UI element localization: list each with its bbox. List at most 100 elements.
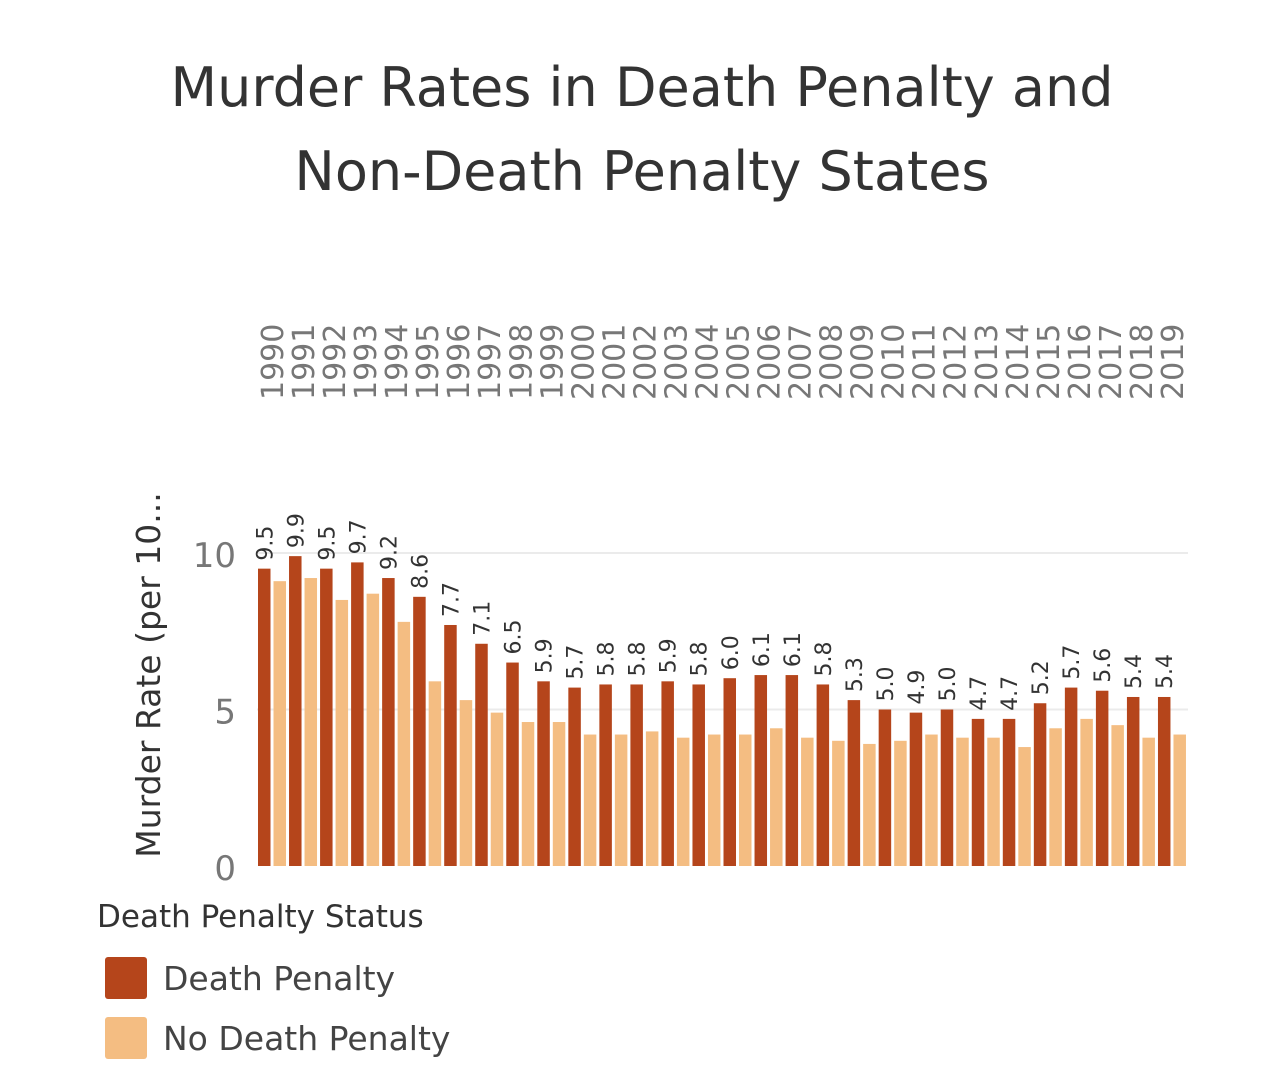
bar-no-death-penalty (583, 734, 597, 866)
chart-title-line-1: Murder Rates in Death Penalty and (170, 56, 1114, 119)
data-label: 5.8 (688, 641, 713, 676)
bar-no-death-penalty (894, 740, 907, 866)
bar-no-death-penalty (925, 734, 938, 866)
bar-no-death-penalty (1142, 737, 1155, 866)
data-label: 5.9 (657, 638, 682, 673)
x-tick-label: 2012 (939, 324, 974, 400)
x-tick-label: 2003 (659, 324, 694, 400)
legend-swatch-death-penalty (105, 957, 147, 999)
legend-swatch-no-death-penalty (105, 1017, 147, 1059)
data-label: 8.6 (408, 554, 433, 589)
x-tick-label: 2019 (1156, 324, 1191, 400)
legend-title: Death Penalty Status (97, 899, 424, 935)
data-label: 6.0 (719, 635, 744, 670)
bar-death-penalty (971, 718, 985, 866)
bar-no-death-penalty (739, 734, 752, 866)
bar-no-death-penalty (397, 621, 411, 866)
bar-death-penalty (1033, 703, 1047, 866)
bar-no-death-penalty (645, 731, 659, 866)
chart-title-line-2: Non-Death Penalty States (294, 140, 990, 203)
bar-death-penalty (754, 675, 768, 866)
bar-no-death-penalty (428, 681, 442, 866)
bar-death-penalty (723, 678, 736, 866)
y-tick-label: 5 (214, 693, 236, 733)
bar-death-penalty (351, 562, 364, 866)
x-tick-label: 2006 (753, 324, 788, 400)
bar-no-death-penalty (1111, 725, 1124, 866)
data-label: 6.1 (750, 632, 775, 667)
bar-no-death-penalty (863, 743, 876, 866)
bar-no-death-penalty (1018, 747, 1031, 866)
data-label: 5.8 (626, 641, 651, 676)
data-label: 5.9 (533, 638, 558, 673)
x-tick-label: 1999 (535, 324, 570, 400)
bar-no-death-penalty (304, 578, 318, 866)
data-label: 9.2 (377, 535, 402, 570)
bar-no-death-penalty (770, 728, 783, 866)
x-tick-label: 1995 (411, 324, 446, 400)
data-label: 5.6 (1091, 648, 1116, 683)
bar-death-penalty (692, 684, 705, 866)
x-tick-label: 2011 (908, 324, 943, 400)
bar-death-penalty (537, 681, 550, 866)
bar-death-penalty (1126, 696, 1140, 866)
bar-no-death-penalty (521, 722, 535, 866)
x-tick-label: 2017 (1094, 324, 1129, 400)
bar-death-penalty (1064, 687, 1078, 866)
bar-no-death-penalty (366, 593, 380, 866)
data-label: 7.7 (439, 582, 464, 617)
bar-no-death-penalty (459, 700, 473, 866)
bar-death-penalty (444, 624, 457, 866)
bar-no-death-penalty (801, 737, 814, 866)
data-label: 4.7 (998, 676, 1023, 711)
bar-death-penalty (413, 596, 426, 866)
data-label: 9.9 (284, 513, 309, 548)
x-tick-label: 1997 (473, 324, 508, 400)
bar-no-death-penalty (335, 599, 349, 866)
x-tick-label: 2007 (784, 324, 819, 400)
data-label: 5.7 (1060, 645, 1085, 680)
x-tick-label: 2015 (1032, 324, 1067, 400)
data-label: 5.8 (595, 641, 620, 676)
x-tick-label: 2018 (1125, 324, 1160, 400)
bar-death-penalty (320, 568, 333, 866)
bar-no-death-penalty (987, 737, 1000, 866)
x-tick-label: 2016 (1063, 324, 1098, 400)
data-label: 5.2 (1029, 660, 1054, 695)
data-label: 6.5 (502, 620, 527, 655)
bar-death-penalty (909, 712, 923, 866)
chart-title: Murder Rates in Death Penalty and Non-De… (0, 46, 1284, 214)
bar-death-penalty (816, 684, 830, 866)
data-label: 4.9 (905, 670, 930, 705)
y-axis-label: Murder Rate (per 10... (129, 492, 168, 857)
bar-death-penalty (878, 709, 892, 866)
x-tick-label: 1990 (256, 324, 291, 400)
bar-death-penalty (1002, 718, 1016, 866)
legend-label-no-death-penalty: No Death Penalty (163, 1018, 451, 1058)
legend-item-death-penalty[interactable]: Death Penalty (105, 957, 395, 999)
bar-no-death-penalty (676, 737, 690, 866)
data-label: 5.0 (936, 667, 961, 702)
x-tick-label: 2005 (722, 324, 757, 400)
x-tick-label: 2000 (566, 324, 601, 400)
bar-no-death-penalty (832, 740, 845, 866)
data-label: 5.4 (1122, 654, 1147, 689)
x-tick-label: 1991 (287, 324, 322, 400)
bar-death-penalty (1157, 696, 1171, 866)
bar-death-penalty (289, 556, 302, 866)
x-tick-label: 2014 (1001, 324, 1036, 400)
data-label: 7.1 (470, 601, 495, 636)
bar-death-penalty (568, 687, 581, 866)
data-label: 9.5 (253, 526, 278, 561)
bar-death-penalty (1095, 690, 1109, 866)
bar-death-penalty (258, 568, 271, 866)
x-tick-label: 2009 (846, 324, 881, 400)
x-tick-label: 2004 (690, 324, 725, 400)
bar-no-death-penalty (956, 737, 969, 866)
legend-item-no-death-penalty[interactable]: No Death Penalty (105, 1017, 450, 1059)
bar-death-penalty (785, 675, 799, 866)
data-label: 9.5 (315, 526, 340, 561)
data-label: 4.7 (967, 676, 992, 711)
data-label: 5.7 (564, 645, 589, 680)
bar-no-death-penalty (707, 734, 721, 866)
